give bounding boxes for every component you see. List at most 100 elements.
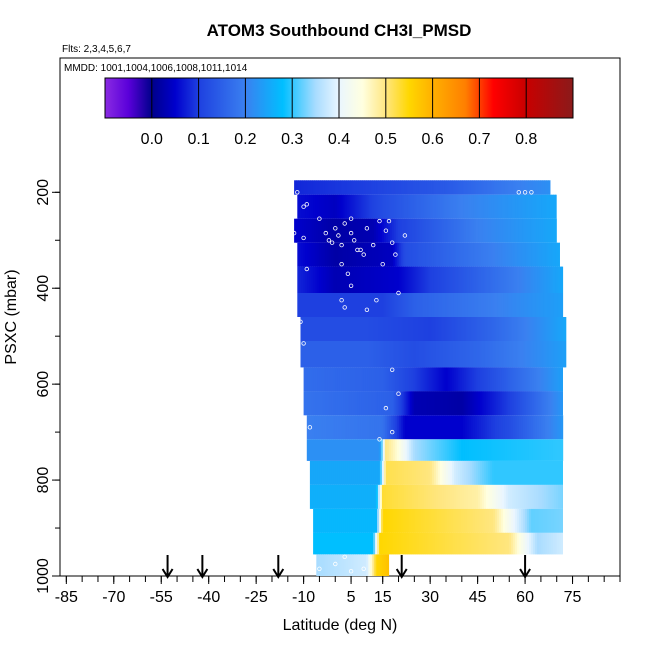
heat-cell — [307, 293, 310, 317]
heat-cell — [450, 317, 454, 341]
heat-cell — [534, 180, 537, 195]
heat-cell — [535, 391, 539, 416]
heat-cell — [446, 341, 450, 368]
heat-cell — [410, 218, 413, 243]
heat-cell — [338, 218, 341, 243]
data-point — [301, 235, 306, 241]
heat-cell — [324, 180, 327, 195]
heat-cell — [502, 439, 506, 461]
heat-cell — [464, 180, 467, 195]
heat-cell — [432, 415, 436, 440]
heat-cell — [507, 532, 510, 555]
heat-cell — [556, 218, 557, 243]
heat-cell — [356, 439, 360, 461]
heat-cell — [533, 532, 536, 555]
heat-cell — [437, 266, 440, 293]
heat-cell — [401, 194, 404, 219]
heat-cell — [549, 194, 552, 219]
x-tick-label: 60 — [516, 589, 534, 606]
heat-cell — [541, 532, 544, 555]
heat-cell — [373, 266, 376, 293]
heat-cell — [403, 532, 406, 555]
heat-cell — [505, 484, 509, 509]
heat-cell — [331, 508, 334, 533]
heat-cell — [465, 293, 468, 317]
heat-cell — [328, 415, 332, 440]
heat-cell — [423, 391, 427, 416]
heat-cell — [555, 532, 558, 555]
heat-cell — [377, 532, 380, 555]
heat-cell — [395, 532, 398, 555]
heat-cell — [557, 266, 560, 293]
heat-cell — [476, 415, 480, 440]
heat-cell — [545, 367, 549, 392]
heat-cell — [308, 341, 312, 368]
heat-cell — [499, 508, 502, 533]
heat-cell — [471, 460, 475, 485]
heat-cell — [309, 266, 312, 293]
heat-cell — [315, 266, 318, 293]
heat-cell — [389, 532, 392, 555]
heat-cell — [361, 367, 365, 392]
heat-cell — [548, 341, 552, 368]
heat-cell — [501, 460, 505, 485]
heat-cell — [437, 367, 441, 392]
heat-cell — [347, 508, 350, 533]
heat-cell — [375, 391, 379, 416]
heat-cell — [539, 242, 542, 267]
heat-cell — [489, 266, 492, 293]
heat-cell — [477, 242, 480, 267]
heat-cell — [419, 293, 422, 317]
heat-cell — [543, 293, 546, 317]
heat-cell — [382, 554, 385, 576]
heat-cell — [355, 293, 358, 317]
heat-cell — [434, 218, 437, 243]
heat-cell — [359, 293, 362, 317]
heat-cell — [521, 532, 524, 555]
x-tick-label: -10 — [292, 589, 315, 606]
heat-cell — [468, 218, 471, 243]
heat-cell — [466, 341, 470, 368]
heat-cell — [511, 194, 514, 219]
heat-cell — [516, 218, 519, 243]
heat-cell — [541, 367, 545, 392]
heat-cell — [375, 484, 379, 509]
heat-cell — [417, 391, 421, 416]
heat-cell — [527, 293, 530, 317]
heat-cell — [443, 508, 446, 533]
heat-cell — [468, 180, 471, 195]
heat-cell — [485, 391, 489, 416]
heat-cell — [539, 532, 542, 555]
heat-cell — [526, 218, 529, 243]
heat-cell — [548, 415, 552, 440]
heat-cell — [447, 242, 450, 267]
heat-cell — [513, 484, 517, 509]
heat-cell — [480, 180, 483, 195]
heat-cell — [332, 439, 336, 461]
heat-cell — [395, 194, 398, 219]
heat-cell — [369, 532, 372, 555]
heat-cell — [405, 367, 409, 392]
heat-cell — [387, 367, 391, 392]
heat-cell — [464, 317, 468, 341]
heat-cell — [392, 341, 396, 368]
heat-cell — [370, 415, 374, 440]
heat-cell — [380, 341, 384, 368]
heat-cell — [541, 460, 545, 485]
heat-cell — [370, 180, 373, 195]
heat-cell — [312, 439, 316, 461]
heat-cell — [319, 293, 322, 317]
heat-cell — [519, 367, 523, 392]
heat-cell — [374, 415, 378, 440]
heat-cell — [445, 194, 448, 219]
heat-cell — [546, 341, 550, 368]
heat-cell — [413, 266, 416, 293]
heat-cell — [349, 508, 352, 533]
heat-cell — [407, 266, 410, 293]
heat-cell — [470, 317, 474, 341]
heat-cell — [520, 341, 524, 368]
heat-cell — [400, 439, 404, 461]
heat-cell — [538, 341, 542, 368]
heat-cell — [322, 554, 325, 576]
heat-cell — [342, 180, 345, 195]
